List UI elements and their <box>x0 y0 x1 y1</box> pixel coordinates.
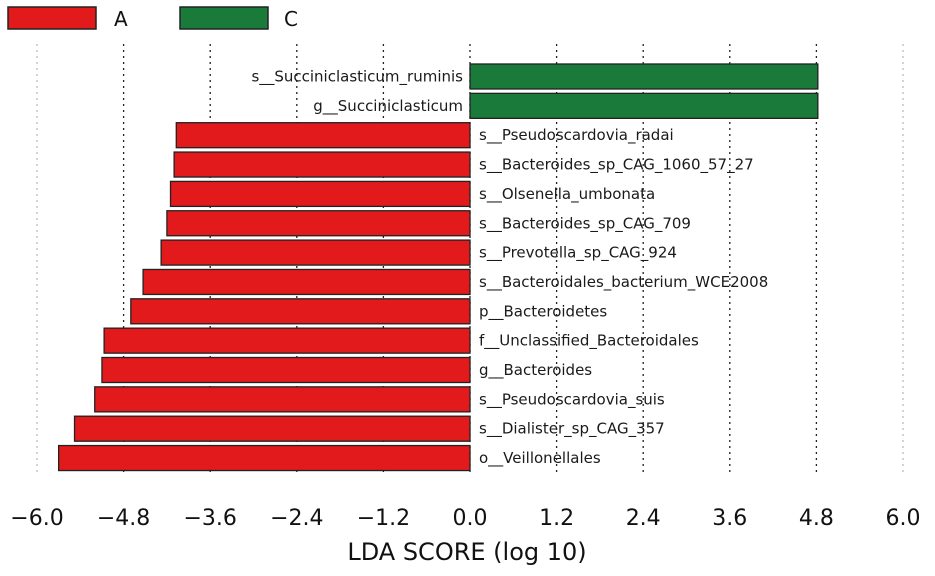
bar <box>160 239 471 266</box>
bar-label: p__Bacteroidetes <box>479 302 607 321</box>
legend-swatch-a <box>7 6 97 30</box>
bar-label: s__Prevotella_sp_CAG_924 <box>479 244 677 263</box>
bar-label: s__Succiniclasticum_ruminis <box>252 68 464 87</box>
bar-label: s__Dialister_sp_CAG_357 <box>479 420 665 439</box>
legend-label-a: A <box>114 7 128 31</box>
bars <box>58 63 819 472</box>
bar-label: s__Bacteroides_sp_CAG_1060_57_27 <box>479 156 754 175</box>
bar-label: s__Bacteroides_sp_CAG_709 <box>479 214 691 233</box>
x-axis-ticks: −6.0 −4.8 −3.6 −2.4 −1.2 0.0 1.2 2.4 3.6 4.8 6.0 <box>10 506 920 531</box>
bar <box>73 415 471 442</box>
x-tick-label: 2.4 <box>626 506 661 531</box>
x-tick-label: −2.4 <box>270 506 323 531</box>
bar <box>130 298 471 325</box>
bar-label: f__Unclassified_Bacteroidales <box>479 332 699 351</box>
bar <box>142 268 471 296</box>
bar-label: g__Bacteroides <box>479 361 592 380</box>
bar-label: s__Pseudoscardovia_suis <box>479 390 665 409</box>
x-tick-label: 0.0 <box>453 506 488 531</box>
bar-label: g__Succiniclasticum <box>313 97 463 116</box>
bar-label: s__Pseudoscardovia_radai <box>479 126 674 145</box>
x-tick-label: −6.0 <box>10 506 63 531</box>
bar <box>169 180 471 208</box>
bar-label: s__Olsenella_umbonata <box>479 185 655 204</box>
legend: A C <box>7 6 298 31</box>
bar <box>101 356 471 384</box>
bar <box>103 327 471 354</box>
bar <box>469 63 819 90</box>
bar <box>166 210 471 237</box>
x-tick-label: 1.2 <box>539 506 574 531</box>
x-tick-label: 3.6 <box>712 506 747 531</box>
bar-label: o__Veillonellales <box>479 449 601 468</box>
x-tick-label: 6.0 <box>886 506 921 531</box>
bar-labels: s__Succiniclasticum_ruminis g__Succinicla… <box>252 68 769 469</box>
bar <box>58 444 471 472</box>
bar <box>94 386 471 413</box>
bar-label: s__Bacteroidales_bacterium_WCE2008 <box>479 273 768 292</box>
bar <box>469 92 819 119</box>
x-tick-label: −4.8 <box>97 506 150 531</box>
x-tick-label: −3.6 <box>183 506 236 531</box>
legend-swatch-c <box>179 6 269 30</box>
x-tick-label: 4.8 <box>799 506 834 531</box>
bar <box>175 122 471 149</box>
legend-label-c: C <box>284 7 298 31</box>
bar <box>173 151 471 178</box>
x-axis-title: LDA SCORE (log 10) <box>347 538 586 566</box>
x-tick-label: −1.2 <box>357 506 410 531</box>
